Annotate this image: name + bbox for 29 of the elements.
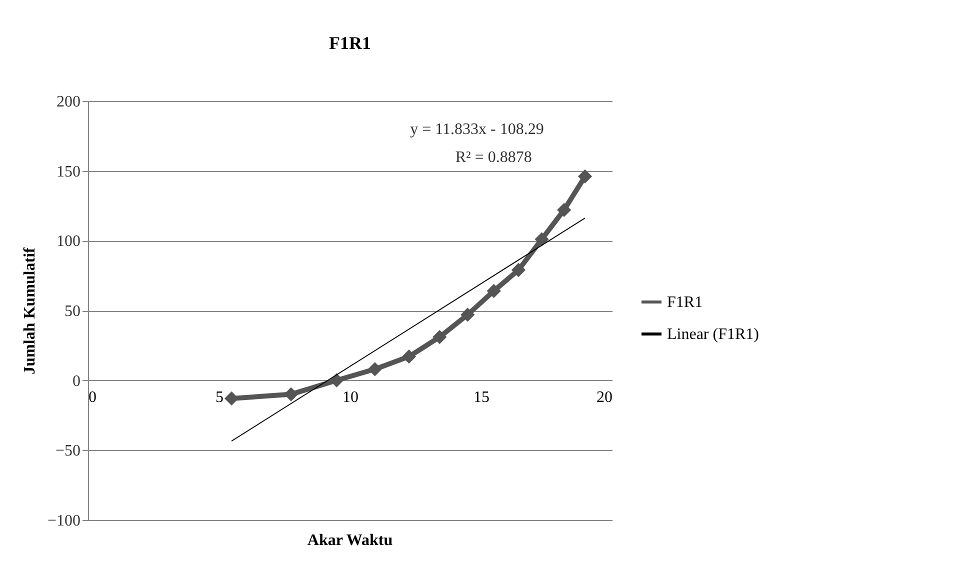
point — [368, 362, 382, 376]
y-tick-label: 150 — [56, 163, 80, 180]
y-tick-label: −100 — [47, 512, 80, 530]
x-tick-label: 20 — [596, 388, 612, 406]
point — [534, 232, 549, 246]
point — [402, 350, 416, 364]
x-tick-label: 10 — [342, 388, 358, 406]
legend-label: F1R1 — [667, 294, 703, 311]
y-tick-label: 0 — [72, 372, 80, 390]
y-axis-title: Jumlah Kumulatif — [21, 246, 38, 374]
y-tick-label: −50 — [55, 442, 80, 460]
x-tick-label: 5 — [216, 388, 224, 406]
point — [432, 330, 447, 344]
point — [330, 373, 344, 388]
chart-title: F1R1 — [329, 33, 371, 53]
point — [556, 202, 572, 218]
point — [578, 169, 592, 184]
point — [460, 308, 475, 322]
annotation: R² = 0.8878 — [455, 149, 532, 166]
legend-label: Linear (F1R1) — [667, 326, 759, 343]
y-tick-label: 100 — [56, 233, 80, 250]
x-tick-label: 15 — [474, 388, 490, 406]
annotation: y = 11.833x - 108.29 — [410, 121, 544, 138]
point — [511, 262, 526, 278]
point — [486, 284, 501, 298]
x-tick-label: 0 — [88, 388, 96, 406]
y-tick-label: 50 — [64, 303, 80, 320]
y-tick-label: 200 — [56, 94, 80, 110]
x-axis-title: Akar Waktu — [307, 532, 393, 549]
